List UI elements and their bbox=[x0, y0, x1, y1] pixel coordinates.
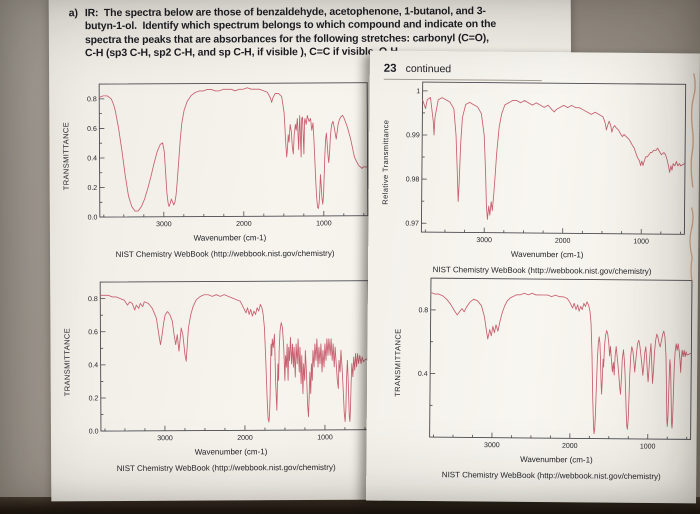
svg-text:0.6: 0.6 bbox=[87, 126, 97, 133]
y-axis-label: TRANSMITTANCE bbox=[61, 122, 71, 191]
svg-text:0.0: 0.0 bbox=[88, 215, 98, 222]
svg-text:1000: 1000 bbox=[633, 238, 649, 245]
question-label: a) bbox=[68, 7, 78, 20]
page-number: 23 bbox=[383, 62, 397, 75]
svg-text:0.4: 0.4 bbox=[88, 362, 98, 369]
svg-text:0.99: 0.99 bbox=[406, 132, 420, 139]
svg-text:3000: 3000 bbox=[156, 221, 172, 228]
chart-caption: NIST Chemistry WebBook (http://webbook.n… bbox=[441, 470, 661, 482]
x-axis-label: Wavenumber (cm-1) bbox=[510, 249, 584, 260]
svg-text:0.2: 0.2 bbox=[89, 395, 99, 402]
chart-caption: NIST Chemistry WebBook (http://webbook.n… bbox=[116, 462, 336, 474]
spectrum-plot: 3000 2000 1000 0.97 0.98 0.99 1 bbox=[405, 81, 687, 246]
y-axis-label: TRANSMITTANCE bbox=[62, 328, 72, 397]
svg-text:0.8: 0.8 bbox=[418, 307, 428, 314]
x-axis-label: Wavenumber (cm-1) bbox=[193, 233, 267, 243]
svg-text:0.4: 0.4 bbox=[418, 371, 428, 378]
svg-text:1000: 1000 bbox=[316, 220, 332, 227]
svg-text:1000: 1000 bbox=[640, 443, 656, 450]
svg-text:0.0: 0.0 bbox=[89, 429, 99, 436]
svg-text:0.6: 0.6 bbox=[88, 329, 98, 336]
y-axis-label: Relative Transmittance bbox=[380, 119, 391, 205]
continued-page: 23 continued Relative Transmittance 3000 2… bbox=[366, 50, 700, 504]
continued-label: continued bbox=[405, 62, 452, 76]
spectrum-plot: 3000 2000 1000 0.0 0.2 0.4 0.6 0.8 bbox=[88, 280, 370, 442]
svg-text:1: 1 bbox=[416, 88, 420, 95]
ir-spectrum-chart-top-right: Relative Transmittance 3000 2000 1000 0.97 0… bbox=[378, 77, 691, 277]
svg-text:0.2: 0.2 bbox=[87, 185, 97, 192]
chart-caption: NIST Chemistry WebBook (http://webbook.n… bbox=[115, 248, 335, 260]
svg-text:0.4: 0.4 bbox=[87, 155, 97, 162]
svg-text:0.98: 0.98 bbox=[406, 176, 420, 183]
svg-text:0.8: 0.8 bbox=[88, 296, 98, 303]
x-axis-label: Wavenumber (cm-1) bbox=[194, 447, 268, 457]
svg-text:3000: 3000 bbox=[476, 237, 492, 244]
ir-spectrum-chart-bottom-left: TRANSMITTANCE 3000 2000 1000 0.0 0.2 0.4 0.6 0.… bbox=[60, 276, 374, 474]
handwriting-marks bbox=[689, 73, 696, 282]
svg-text:0.97: 0.97 bbox=[405, 220, 419, 227]
svg-text:0.8: 0.8 bbox=[87, 96, 97, 103]
spectrum-plot: 3000 2000 1000 0.0 0.2 0.4 0.6 0.8 bbox=[87, 82, 369, 228]
svg-text:3000: 3000 bbox=[484, 442, 500, 449]
svg-text:1000: 1000 bbox=[317, 434, 333, 441]
ir-spectrum-chart-bottom-right: TRANSMITTANCE 3000 2000 1000 0.4 0.8 Wavenum… bbox=[390, 273, 697, 482]
svg-text:2000: 2000 bbox=[555, 238, 571, 245]
svg-text:2000: 2000 bbox=[237, 435, 253, 442]
svg-text:2000: 2000 bbox=[236, 221, 252, 228]
y-axis-label: TRANSMITTANCE bbox=[392, 328, 403, 398]
spectrum-plot: 3000 2000 1000 0.4 0.8 bbox=[418, 277, 693, 451]
svg-text:2000: 2000 bbox=[562, 443, 578, 450]
svg-text:3000: 3000 bbox=[157, 435, 173, 442]
ir-spectrum-chart-top-left: TRANSMITTANCE 3000 2000 1000 0.0 0.2 0.4 0.6 0.… bbox=[59, 78, 373, 260]
x-axis-label: Wavenumber (cm-1) bbox=[520, 454, 593, 465]
question-text-line: spectra the peaks that are absorbances f… bbox=[84, 31, 489, 46]
